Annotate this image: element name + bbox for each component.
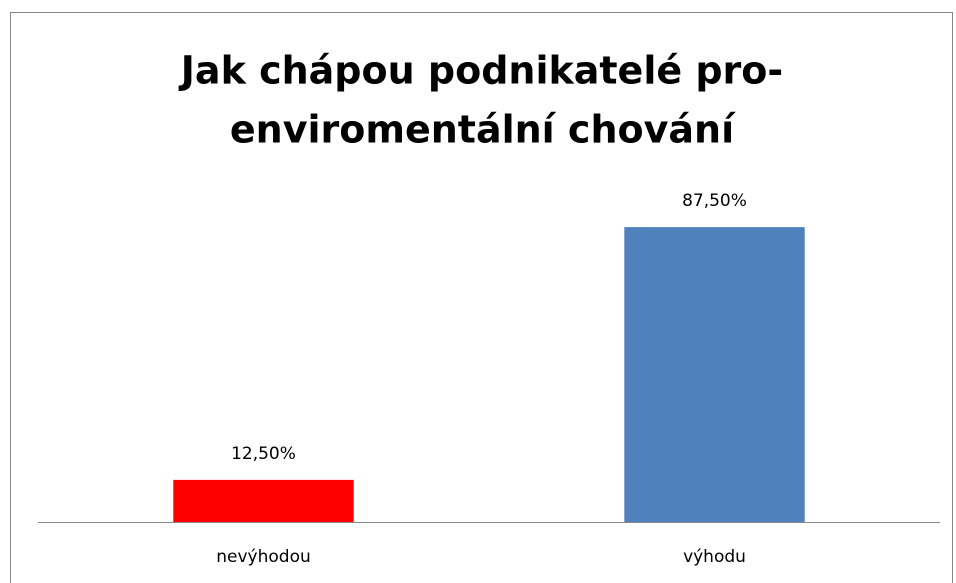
x-tick-label: výhodu	[683, 547, 746, 567]
data-label: 12,50%	[231, 444, 296, 464]
bar	[624, 227, 805, 522]
x-tick-label: nevýhodou	[216, 547, 311, 567]
chart-title: enviromentální chování	[230, 108, 736, 152]
chart-frame	[10, 12, 953, 583]
chart-title: Jak chápou podnikatelé pro-	[178, 49, 783, 93]
data-label: 87,50%	[682, 191, 747, 211]
bar	[173, 479, 354, 522]
